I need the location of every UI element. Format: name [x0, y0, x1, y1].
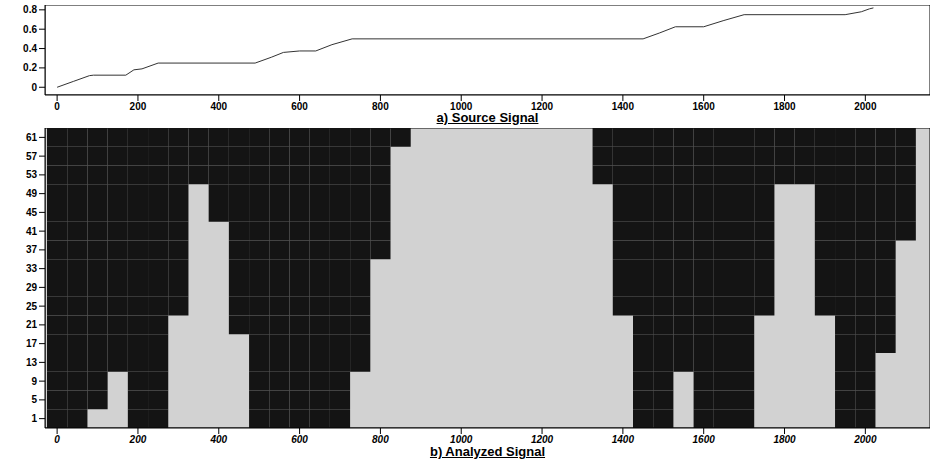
- svg-text:1: 1: [31, 413, 37, 424]
- svg-text:0: 0: [54, 434, 60, 444]
- html-text:a) Source Signal: a) Source Signal: [436, 110, 539, 125]
- svg-text:41: 41: [26, 226, 38, 237]
- svg-text:1200: 1200: [531, 434, 554, 444]
- svg-text:1000: 1000: [450, 101, 473, 113]
- svg-text:200: 200: [130, 101, 147, 112]
- svg-text:600: 600: [291, 101, 308, 112]
- svg-text:61: 61: [26, 132, 38, 143]
- svg-text:57: 57: [26, 151, 38, 162]
- svg-text:400: 400: [210, 101, 227, 112]
- svg-text:0: 0: [54, 101, 60, 112]
- svg-text:37: 37: [26, 244, 38, 255]
- html-text:b) Analyzed Signal: b) Analyzed Signal: [430, 444, 545, 459]
- svg-text:49: 49: [26, 188, 38, 199]
- svg-text:1200: 1200: [530, 101, 554, 113]
- svg-text:9: 9: [31, 376, 37, 387]
- svg-text:400: 400: [209, 434, 227, 444]
- svg-text:53: 53: [26, 169, 38, 180]
- svg-text:200: 200: [129, 434, 147, 444]
- svg-text:2000: 2000: [853, 434, 877, 444]
- svg-text:1800: 1800: [773, 101, 796, 112]
- svg-text:13: 13: [26, 357, 38, 368]
- svg-text:25: 25: [26, 301, 38, 312]
- svg-text:1400: 1400: [612, 101, 635, 112]
- svg-text:5: 5: [31, 394, 37, 405]
- svg-text:29: 29: [26, 282, 38, 293]
- svg-text:800: 800: [372, 434, 389, 444]
- svg-text:21: 21: [26, 319, 38, 330]
- svg-text:1600: 1600: [693, 101, 716, 112]
- svg-text:1600: 1600: [693, 434, 716, 444]
- svg-text:0.2: 0.2: [23, 62, 37, 73]
- svg-text:45: 45: [26, 207, 38, 218]
- svg-text:0: 0: [31, 82, 37, 93]
- svg-text:0.4: 0.4: [23, 43, 37, 54]
- svg-text:600: 600: [291, 434, 308, 444]
- svg-text:1800: 1800: [773, 434, 796, 444]
- svg-text:0.8: 0.8: [23, 4, 37, 15]
- svg-text:17: 17: [26, 338, 38, 349]
- svg-text:0.6: 0.6: [23, 24, 37, 35]
- svg-text:800: 800: [372, 101, 389, 112]
- svg-text:2000: 2000: [854, 101, 877, 112]
- svg-text:1400: 1400: [612, 434, 635, 444]
- svg-text:1000: 1000: [450, 434, 473, 444]
- svg-text:33: 33: [26, 263, 38, 274]
